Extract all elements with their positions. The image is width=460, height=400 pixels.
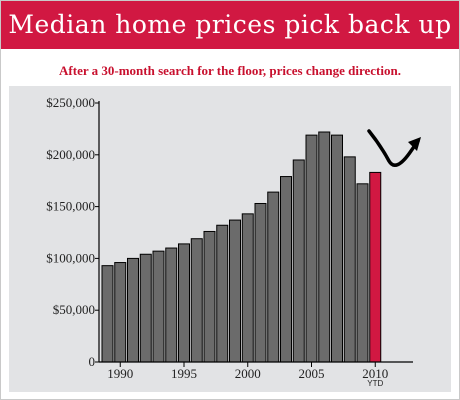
bar-2002 [267,191,280,363]
bars-layer [101,131,382,363]
x-tick-label: 1995 [171,366,197,381]
x-tick-sublabel: YTD [367,379,383,388]
x-tick-label: 2005 [299,366,325,381]
y-tick-label: $150,000 [46,199,95,214]
bar-1992 [139,253,152,363]
x-tick-label: 1990 [107,366,133,381]
bar-1989 [101,265,114,363]
bar-1990 [114,262,127,363]
x-tick-label: 2010 [362,366,388,381]
bar-1991 [127,257,139,363]
bar-1996 [190,238,203,363]
y-tick-label: $50,000 [53,302,95,317]
y-tick-label: $200,000 [46,147,95,162]
bar-1995 [178,243,190,363]
axis-layer [95,101,413,367]
trend-arrow-icon [367,129,420,167]
y-tick-label: $100,000 [46,250,95,265]
bar-2007 [331,134,343,363]
arrowhead-icon [408,137,421,151]
bar-2009 [356,183,369,363]
bar-2001 [254,202,267,363]
x-tick-label: 2000 [235,366,261,381]
y-tick-label: 0 [89,354,96,369]
bar-2006 [318,131,331,363]
bar-1994 [165,247,178,363]
y-tick-label: $250,000 [46,95,95,110]
bar-2005 [305,134,318,363]
bar-1993 [152,250,165,363]
chart-title: Median home prices pick back up [1,1,459,49]
bar-2004 [292,159,305,363]
bar-2000 [241,213,254,363]
bar-2003 [280,176,292,363]
bar-2008 [343,156,356,363]
chart-subtitle: After a 30-month search for the floor, p… [59,63,401,78]
labels-layer: 0 $50,000 $100,000 $150,000 $200,000 $250,000… [46,95,388,388]
bar-2010 [369,171,382,363]
bar-1998 [216,224,229,363]
bar-1997 [203,230,216,363]
bar-1999 [229,219,241,363]
